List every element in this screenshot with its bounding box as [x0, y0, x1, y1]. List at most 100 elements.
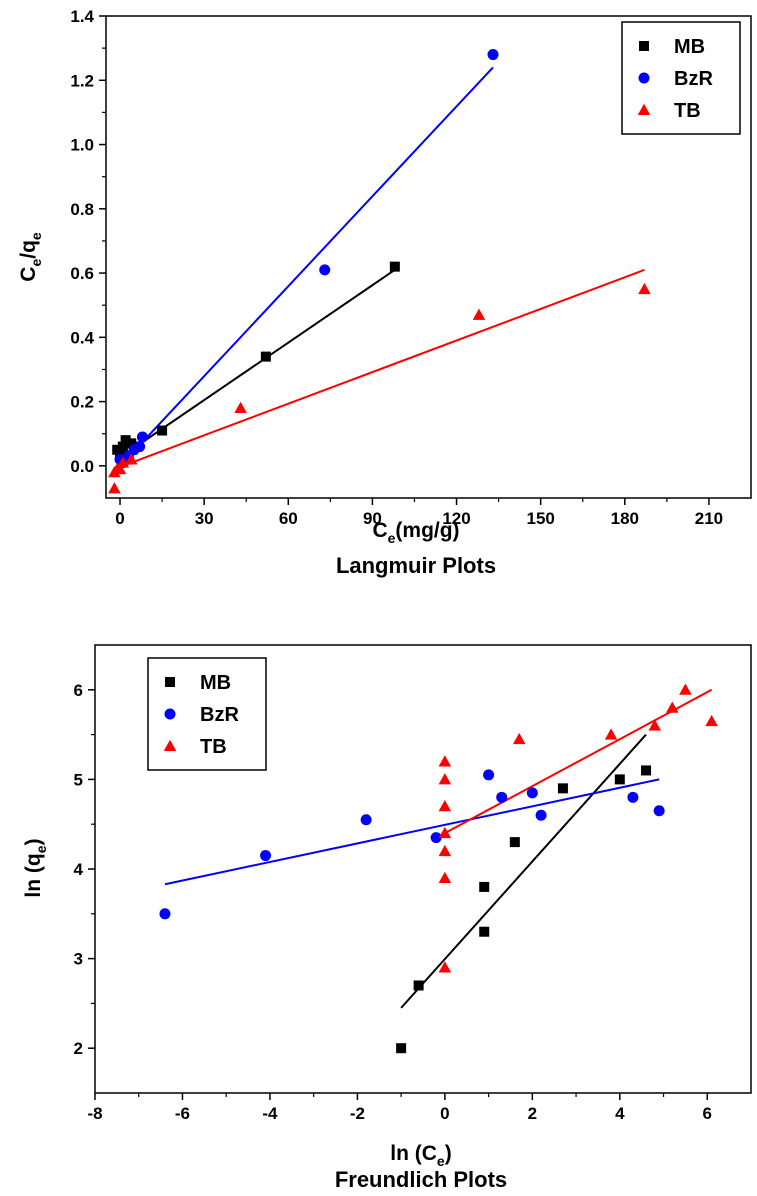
- langmuir-mb-point: [117, 441, 128, 452]
- freundlich-bzr-point: [526, 787, 538, 799]
- freundlich-y-tick-label: 4: [74, 860, 84, 879]
- langmuir-x-tick-label: 30: [195, 509, 214, 528]
- freundlich-bzr-point: [653, 805, 665, 817]
- freundlich-x-tick-label: 4: [615, 1104, 625, 1123]
- langmuir-tb-fit-line: [114, 268, 645, 471]
- freundlich-tb-point: [438, 755, 452, 767]
- freundlich-x-tick-label: -8: [87, 1104, 102, 1123]
- freundlich-legend-mb-marker: [165, 677, 175, 687]
- freundlich-mb-point: [479, 926, 490, 937]
- freundlich-bzr-point: [627, 791, 639, 803]
- langmuir-legend: MB BzR TB: [621, 21, 741, 135]
- freundlich-bzr-point: [496, 791, 508, 803]
- langmuir-title: Langmuir Plots: [336, 553, 496, 578]
- freundlich-mb-point: [614, 774, 625, 785]
- langmuir-bzr-point: [487, 49, 499, 61]
- langmuir-tb-point: [638, 282, 651, 295]
- langmuir-y-tick-label: 1.4: [70, 7, 94, 26]
- freundlich-tb-point: [604, 728, 618, 740]
- freundlich-x-tick-label: -2: [350, 1104, 365, 1123]
- freundlich-x-tick-label: 0: [440, 1104, 449, 1123]
- freundlich-mb-fit-line: [400, 733, 647, 1009]
- freundlich-fit-lines: [164, 688, 713, 1009]
- freundlich-y-tick-label: 5: [74, 770, 83, 789]
- freundlich-legend-box: [147, 657, 267, 771]
- freundlich-legend-tb-marker: [163, 739, 177, 751]
- langmuir-legend-tb-label: TB: [674, 100, 701, 122]
- freundlich-tb-point: [438, 826, 452, 839]
- freundlich-y-tick-label: 2: [74, 1039, 83, 1058]
- freundlich-mb-point: [396, 1043, 407, 1054]
- freundlich-x-tick-label: -4: [262, 1104, 278, 1123]
- freundlich-x-axis-label: ln (Ce): [390, 1142, 451, 1169]
- langmuir-mb-point: [120, 435, 131, 446]
- freundlich-x-ticks: -8 -6 -4 -2 0 2 4 6: [87, 1093, 712, 1123]
- freundlich-title: Freundlich Plots: [335, 1167, 507, 1192]
- langmuir-y-tick-label: 1.0: [70, 136, 94, 155]
- freundlich-mb-point: [479, 881, 490, 892]
- langmuir-bzr-point: [319, 264, 331, 276]
- freundlich-tb-point: [705, 714, 718, 727]
- freundlich-x-tick-label: 6: [703, 1104, 712, 1123]
- langmuir-tb-point: [113, 462, 127, 475]
- freundlich-tb-point: [438, 961, 452, 973]
- langmuir-x-axis-label: Ce(mg/g): [372, 519, 459, 546]
- freundlich-bzr-point: [360, 814, 372, 826]
- freundlich-bzr-point: [260, 850, 272, 862]
- langmuir-tb-point: [472, 308, 486, 320]
- langmuir-bzr-point: [136, 431, 148, 443]
- langmuir-y-tick-label: 0.2: [70, 393, 94, 412]
- freundlich-mb-point: [413, 980, 424, 991]
- freundlich-bzr-point: [535, 809, 547, 821]
- langmuir-x-tick-label: 210: [695, 509, 723, 528]
- freundlich-mb-point: [641, 765, 652, 776]
- langmuir-fit-lines: [114, 66, 645, 471]
- freundlich-legend-bzr-label: BzR: [200, 704, 239, 726]
- langmuir-mb-point: [389, 261, 400, 272]
- langmuir-y-tick-label: 0.0: [70, 457, 94, 476]
- langmuir-x-tick-label: 90: [363, 509, 382, 528]
- langmuir-legend-mb-marker: [639, 41, 649, 51]
- freundlich-y-axis-label: ln (qe): [22, 838, 49, 897]
- langmuir-tb-point: [116, 456, 130, 468]
- freundlich-tb-point: [512, 732, 526, 745]
- langmuir-x-tick-label: 180: [611, 509, 639, 528]
- langmuir-data-points: [108, 49, 651, 494]
- freundlich-data-points: [159, 683, 718, 1054]
- freundlich-legend-bzr-marker: [164, 708, 176, 720]
- langmuir-y-axis-label: Ce/qe: [17, 232, 44, 282]
- langmuir-x-tick-label: 0: [115, 509, 124, 528]
- langmuir-y-tick-label: 1.2: [70, 71, 94, 90]
- freundlich-bzr-point: [430, 832, 442, 844]
- langmuir-x-tick-label: 150: [526, 509, 554, 528]
- langmuir-plot-frame: [105, 15, 752, 499]
- freundlich-tb-point: [438, 800, 452, 812]
- langmuir-mb-point: [157, 425, 168, 436]
- langmuir-y-tick-label: 0.4: [70, 328, 94, 347]
- freundlich-legend-mb-label: MB: [200, 672, 231, 694]
- freundlich-tb-point: [438, 844, 452, 857]
- freundlich-tb-point: [648, 719, 662, 731]
- freundlich-bzr-point: [159, 908, 171, 920]
- freundlich-legend: MB BzR TB: [147, 657, 267, 771]
- freundlich-y-tick-label: 3: [74, 950, 83, 969]
- freundlich-x-tick-label: -6: [175, 1104, 190, 1123]
- freundlich-tb-point: [679, 683, 692, 695]
- langmuir-x-tick-label: 120: [442, 509, 470, 528]
- freundlich-mb-point: [557, 783, 568, 794]
- freundlich-bzr-fit-line: [164, 778, 660, 886]
- langmuir-mb-point: [260, 351, 271, 362]
- freundlich-mb-point: [509, 837, 520, 848]
- freundlich-x-tick-label: 2: [528, 1104, 537, 1123]
- freundlich-legend-tb-label: TB: [200, 736, 227, 758]
- langmuir-legend-bzr-marker: [638, 72, 650, 84]
- freundlich-tb-point: [438, 773, 452, 785]
- langmuir-legend-tb-marker: [637, 103, 651, 115]
- freundlich-tb-point: [666, 701, 679, 713]
- langmuir-y-ticks: 0.0 0.2 0.4 0.6 0.8 1.0 1.2 1.4: [70, 7, 106, 476]
- langmuir-chart: 0 30 60 90 120 150 180 210 0.0 0.2 0.4 0.6 0.8 1.0 1.…: [17, 7, 752, 578]
- langmuir-bzr-fit-line: [116, 66, 494, 470]
- langmuir-bzr-point: [134, 441, 146, 453]
- freundlich-tb-point: [438, 871, 452, 883]
